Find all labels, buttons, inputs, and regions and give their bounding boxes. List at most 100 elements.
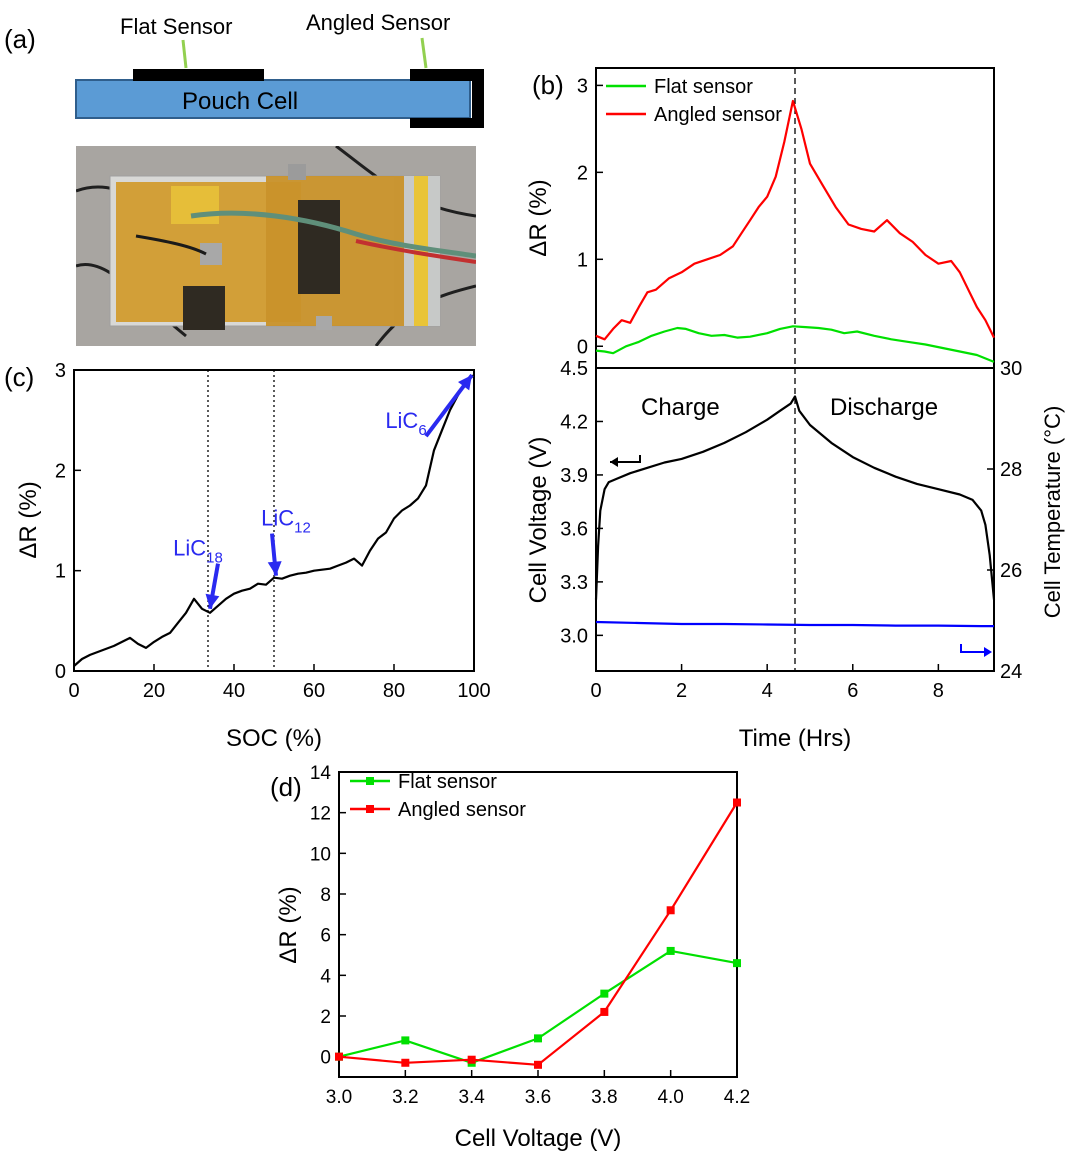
x-tick-label: 80 [383, 680, 405, 702]
y-tick-label: 10 [310, 844, 331, 865]
flat-sensor-lead [181, 39, 188, 69]
angled-sensor-point [534, 1060, 542, 1069]
panel-a-label: (a) [4, 24, 36, 54]
y-tick-label: 6 [320, 926, 331, 947]
x-tick-label: 8 [933, 680, 944, 702]
flat-sensor-point [600, 989, 609, 998]
panel-a-schematic: (a) Flat Sensor Angled Sensor Pouch Cell [4, 10, 484, 128]
angled-sensor-line [338, 801, 738, 1066]
legend-label: Angled sensor [654, 104, 782, 126]
panel-b-label: (b) [532, 70, 564, 100]
y-axis-label: ΔR (%) [525, 179, 552, 256]
x-axis-label: Time (Hrs) [739, 725, 851, 752]
y-tick-label: 3.3 [560, 572, 588, 594]
y-tick-label: 14 [310, 763, 332, 784]
x-tick-label: 4 [762, 680, 773, 702]
y2-tick-label: 24 [1000, 661, 1022, 683]
y-tick-label: 3.9 [560, 465, 588, 487]
x-axis-label: Cell Voltage (V) [455, 1125, 622, 1152]
panel-b-top-chart: 0 1 2 3 Flat sensor Angled sensor (b) ΔR (%) [525, 67, 995, 369]
angled-sensor-point [733, 798, 741, 807]
delta-r-line [73, 374, 475, 667]
angled-sensor-line [595, 99, 995, 341]
angled-sensor-shape [410, 69, 484, 128]
y2-tick-label: 30 [1000, 358, 1022, 380]
flat-sensor-label: Flat Sensor [120, 14, 233, 39]
pouch-cell-body [75, 79, 471, 119]
x-tick-label: 40 [223, 680, 245, 702]
x-tick-label: 3.2 [392, 1087, 418, 1108]
y-tick-label: 2 [577, 162, 588, 184]
y-axis-label: Cell Voltage (V) [525, 437, 552, 604]
flat-sensor-point [401, 1036, 410, 1045]
flat-sensor-point [666, 946, 675, 955]
y-axis-label: ΔR (%) [15, 481, 42, 558]
y2-tick-label: 28 [1000, 459, 1022, 481]
y-tick-label: 4.2 [560, 411, 588, 433]
flat-sensor-point [733, 959, 741, 968]
angled-sensor-label: Angled Sensor [306, 10, 450, 35]
y-tick-label: 0 [55, 661, 66, 683]
annotation-label: LiC6 [385, 408, 426, 439]
x-tick-label: 3.0 [326, 1087, 352, 1108]
angled-sensor-point [666, 906, 675, 915]
angled-sensor-point [467, 1055, 476, 1064]
flat-sensor-line [595, 325, 995, 363]
y-tick-label: 3.0 [560, 625, 588, 647]
x-tick-label: 3.6 [525, 1087, 551, 1108]
y-tick-label: 4.5 [560, 358, 588, 380]
flat-sensor-point [534, 1034, 542, 1043]
temperature-axis-arrow [960, 644, 988, 653]
legend-marker [366, 777, 374, 785]
panel-d-label: (d) [270, 772, 302, 802]
flat-sensor-line [338, 949, 738, 1064]
y-tick-label: 8 [320, 885, 331, 906]
y-tick-label: 4 [320, 966, 331, 987]
cell-temperature-line [595, 620, 994, 628]
x-tick-label: 2 [676, 680, 687, 702]
x-tick-label: 60 [303, 680, 325, 702]
x-tick-label: 0 [590, 680, 601, 702]
annotation-label: LiC18 [173, 536, 223, 567]
charge-label: Charge [641, 394, 720, 421]
voltage-axis-arrow [610, 455, 641, 463]
y-axis-label: ΔR (%) [275, 886, 302, 963]
y-tick-label: 3 [577, 75, 588, 97]
annotation-arrowhead [205, 593, 220, 609]
x-tick-label: 3.8 [591, 1087, 617, 1108]
panel-c-chart: 0 20 40 60 80 100 0 1 2 3 LiC18 LiC12 LiC6 (c) ΔR (%) S… [4, 360, 491, 752]
x-tick-label: 4.2 [724, 1087, 750, 1108]
legend-label: Flat sensor [398, 771, 497, 793]
y2-tick-label: 26 [1000, 560, 1022, 582]
cell-voltage-line [594, 395, 996, 600]
panel-c-label: (c) [4, 362, 34, 392]
flat-sensor-shape [133, 69, 264, 81]
discharge-label: Discharge [830, 394, 938, 421]
y-tick-label: 0 [320, 1048, 331, 1069]
angled-sensor-point [335, 1052, 343, 1061]
legend-label: Angled sensor [398, 799, 526, 821]
angled-sensor-point [600, 1007, 609, 1016]
angled-sensor-lead [420, 37, 428, 69]
x-tick-label: 4.0 [657, 1087, 683, 1108]
annotation-label: LiC12 [261, 506, 311, 537]
y-tick-label: 2 [320, 1007, 331, 1028]
x-axis-label: SOC (%) [226, 725, 322, 752]
annotation-arrowhead [457, 375, 472, 391]
legend-label: Flat sensor [654, 76, 753, 98]
y-tick-label: 12 [310, 804, 331, 825]
x-tick-label: 0 [68, 680, 79, 702]
pouch-cell-label: Pouch Cell [182, 88, 298, 115]
angled-sensor-point [401, 1058, 410, 1067]
y2-axis-label: Cell Temperature (°C) [1040, 406, 1065, 619]
y-tick-label: 2 [55, 460, 66, 482]
x-tick-label: 6 [847, 680, 858, 702]
x-tick-label: 20 [143, 680, 165, 702]
y-tick-label: 3 [55, 360, 66, 382]
legend-marker [366, 805, 374, 813]
x-tick-label: 100 [457, 680, 490, 702]
y-tick-label: 1 [577, 249, 588, 271]
y-tick-label: 1 [55, 561, 66, 583]
